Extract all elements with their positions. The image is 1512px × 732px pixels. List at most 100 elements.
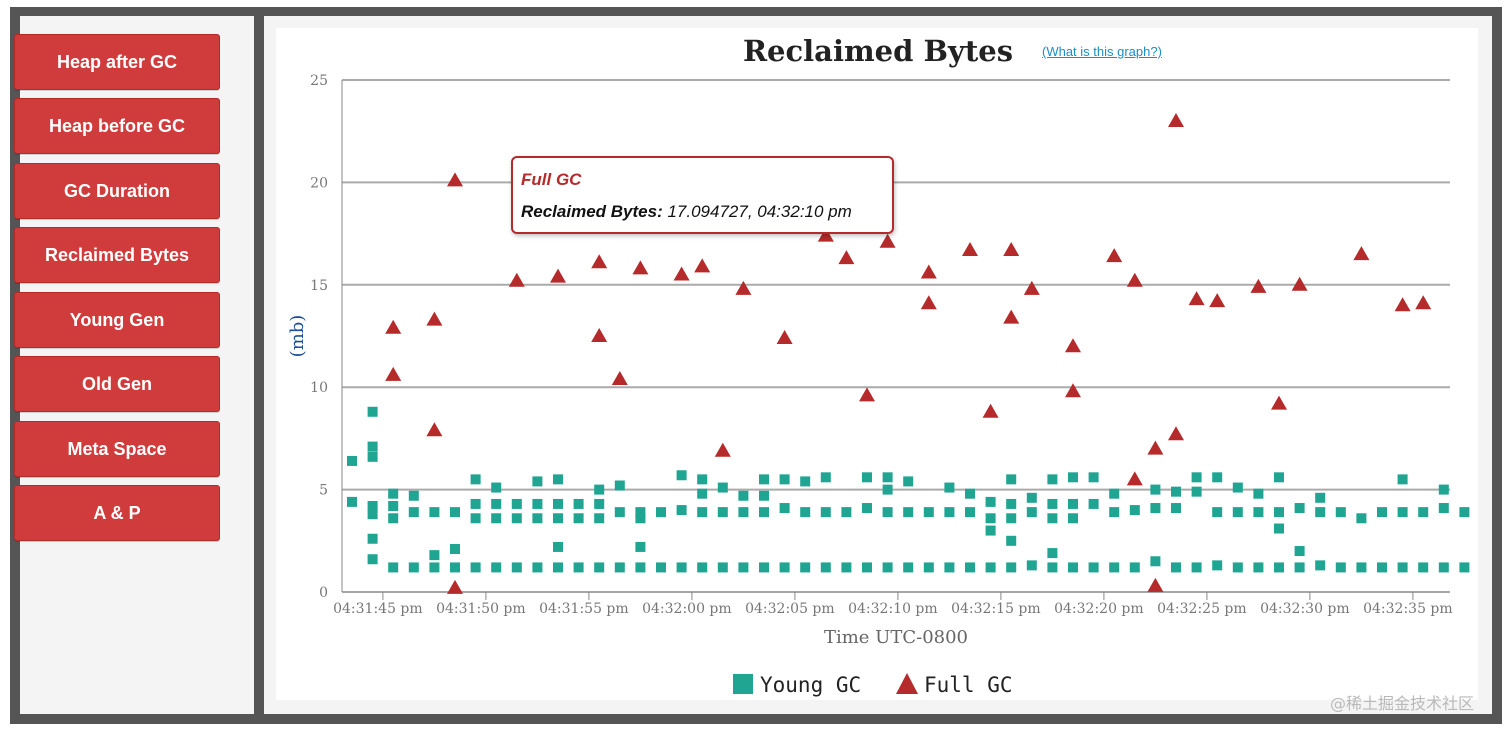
young-gc-point [676,562,687,573]
young-gc-point [1171,562,1181,573]
x-tick-label: 04:32:15 pm [951,601,1041,617]
young-gc-point [1253,562,1264,573]
young-gc-point [656,562,666,573]
nav-a-and-p-button[interactable]: A & P [14,485,220,541]
full-gc-point [1003,241,1020,256]
young-gc-point [1171,486,1181,497]
young-gc-point [491,562,502,573]
x-tick-label: 04:32:25 pm [1157,601,1247,617]
full-gc-point [426,311,443,326]
full-gc-point [591,254,608,269]
full-gc-point [385,319,402,334]
young-gc-point [388,513,399,524]
young-gc-point [1418,507,1429,518]
young-gc-point [1191,486,1202,497]
young-gc-point [965,507,975,518]
young-gc-point [717,507,728,518]
young-gc-point [697,507,708,518]
young-gc-point [1253,507,1264,518]
young-gc-point [367,509,378,520]
young-gc-point [759,507,769,518]
young-gc-point [1171,503,1181,514]
nav-heap-after-gc-button[interactable]: Heap after GC [14,34,220,90]
young-gc-point [820,507,831,518]
young-gc-point [1232,562,1243,573]
full-gc-point [1126,471,1143,486]
young-gc-point [1047,548,1058,559]
young-gc-point [903,507,914,518]
young-gc-point [450,543,460,554]
full-gc-point [1394,297,1411,312]
young-gc-point [532,476,543,487]
young-gc-point [429,550,440,561]
young-gc-point [841,562,852,573]
young-gc-point [738,562,749,573]
young-gc-point [1232,507,1243,518]
young-gc-point [450,507,460,518]
full-gc-point [714,442,731,457]
nav-reclaimed-bytes-button[interactable]: Reclaimed Bytes [14,227,220,283]
young-gc-point [1109,488,1120,499]
nav-meta-space-button[interactable]: Meta Space [14,421,220,477]
young-gc-point [532,513,543,524]
young-gc-point [1274,507,1284,518]
young-gc-point [491,498,502,509]
young-gc-point [553,474,563,485]
young-gc-point [635,541,646,552]
young-gc-point [944,562,955,573]
nav-gc-duration-button[interactable]: GC Duration [14,163,220,219]
young-gc-point [923,562,934,573]
young-gc-point [779,474,790,485]
full-gc-point [1353,246,1370,261]
young-gc-point [882,507,893,518]
x-tick-label: 04:31:50 pm [436,601,526,617]
young-gc-point [1356,513,1367,524]
young-gc-point [1459,507,1470,518]
young-gc-point [367,406,378,417]
nav-old-gen-button[interactable]: Old Gen [14,356,220,412]
young-gc-point [1129,562,1140,573]
y-tick-label: 25 [310,73,328,89]
young-gc-point [1418,562,1429,573]
young-gc-point [532,562,543,573]
young-gc-point [553,541,563,552]
young-gc-point [1212,560,1223,571]
young-gc-point [985,496,996,507]
young-gc-point [882,472,893,483]
plot-panel [276,28,1478,700]
young-gc-point [1026,492,1037,503]
young-gc-point [1068,513,1078,524]
full-gc-point [1147,577,1164,592]
what-is-this-graph-link[interactable]: (What is this graph?) [1042,44,1162,59]
x-tick-label: 04:31:55 pm [539,601,629,617]
full-gc-point [447,172,463,187]
x-axis-title: Time UTC-0800 [824,627,968,648]
young-gc-point [429,507,440,518]
full-gc-point [508,272,525,287]
y-tick-label: 20 [310,175,328,191]
nav-young-gen-button[interactable]: Young Gen [14,292,220,348]
full-gc-point [735,280,752,295]
young-gc-point [1377,562,1387,573]
young-gc-point [594,498,605,509]
chart-title: Reclaimed Bytes [742,34,1014,68]
full-gc-point [879,233,896,248]
x-tick-label: 04:32:05 pm [745,601,835,617]
young-gc-point [1191,562,1202,573]
young-gc-point [965,488,975,499]
young-gc-point [553,498,563,509]
young-gc-point [1315,492,1326,503]
y-tick-label: 10 [310,380,328,396]
young-gc-point [1109,562,1120,573]
young-gc-point [1253,488,1264,499]
young-gc-point [1068,498,1078,509]
young-gc-point [1088,472,1099,483]
nav-heap-before-gc-button[interactable]: Heap before GC [14,98,220,154]
young-gc-point [594,484,605,495]
young-gc-point [1356,562,1367,573]
young-gc-point [532,498,543,509]
young-gc-point [347,455,357,466]
young-gc-point [944,482,955,493]
young-gc-point [491,482,502,493]
young-gc-point [408,562,419,573]
